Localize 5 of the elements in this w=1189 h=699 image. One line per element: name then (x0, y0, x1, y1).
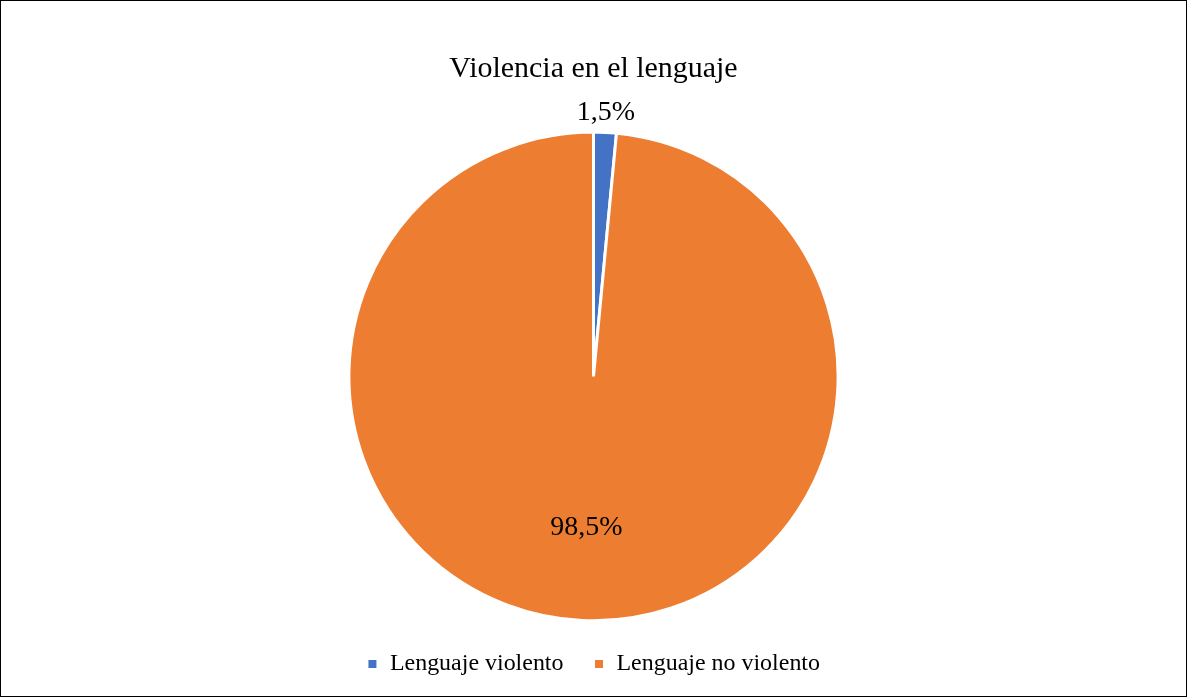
data-label: 1,5% (576, 94, 636, 126)
legend-label: Lenguaje no violento (616, 649, 821, 676)
data-label: 98,5% (550, 510, 623, 542)
chart-title: Violencia en el lenguaje (449, 49, 738, 83)
legend-label: Lenguaje violento (389, 649, 564, 676)
